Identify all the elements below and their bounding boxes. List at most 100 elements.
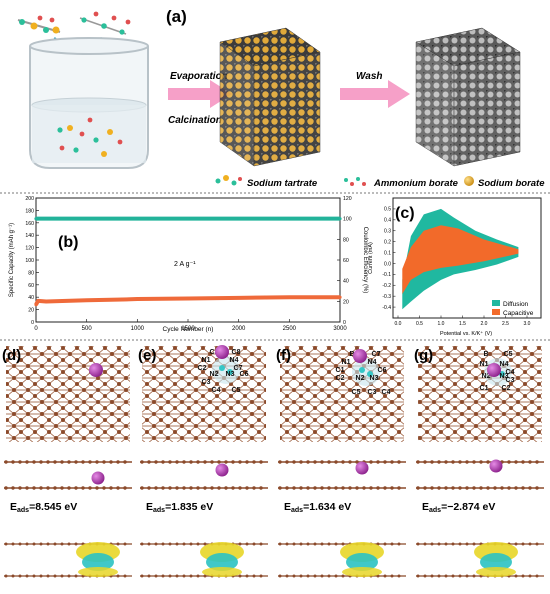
carbon-atom-icon: [95, 486, 99, 490]
atom-label: C2: [336, 375, 345, 382]
carbon-atom-icon: [341, 542, 345, 546]
panel-c-xlabel: Potential vs. K/K⁺ (V): [440, 330, 492, 337]
atom-label: C5: [352, 389, 361, 396]
carbon-atom-icon: [196, 486, 200, 490]
carbon-atom-icon: [390, 542, 394, 546]
carbon-atom-icon: [60, 574, 64, 578]
efficiency-point: [237, 217, 241, 221]
carbon-atom-icon: [383, 542, 387, 546]
y-right-tick-label: 120: [343, 196, 352, 202]
carbon-atom-icon: [535, 460, 539, 464]
carbon-atom-icon: [161, 574, 165, 578]
carbon-atom-icon: [53, 460, 57, 464]
carbon-atom-icon: [285, 460, 289, 464]
atom-label: C2: [502, 385, 511, 392]
panel-c-label: (c): [395, 205, 415, 222]
carbon-atom-icon: [88, 486, 92, 490]
carbon-atom-icon: [397, 460, 401, 464]
carbon-atom-icon: [154, 542, 158, 546]
carbon-atom-icon: [285, 542, 289, 546]
adsorption-energy: Eads=1.634 eV: [284, 501, 351, 514]
carbon-atom-icon: [472, 574, 476, 578]
adsorption-energy: Eads=−2.874 eV: [422, 501, 495, 514]
legend-diffusion: Diffusion: [503, 301, 529, 308]
atom-label: N2: [210, 371, 219, 378]
potassium-atom-icon: [89, 363, 103, 377]
carbon-atom-icon: [327, 460, 331, 464]
carbon-atom-icon: [53, 542, 57, 546]
carbon-atom-icon: [514, 486, 518, 490]
potassium-atom-icon: [487, 363, 501, 377]
carbon-atom-icon: [182, 574, 186, 578]
carbon-atom-icon: [423, 574, 427, 578]
panel-label: (e): [138, 347, 156, 364]
atom-label: C5: [232, 387, 241, 394]
graphene-top-view: [142, 346, 266, 442]
carbon-atom-icon: [147, 574, 151, 578]
atom-label: N1: [480, 361, 489, 368]
atom-label: C6: [378, 367, 387, 374]
carbon-atom-icon: [140, 542, 144, 546]
carbon-atom-icon: [521, 574, 525, 578]
carbon-atom-icon: [355, 460, 359, 464]
charge-depletion: [206, 553, 238, 571]
carbon-atom-icon: [306, 460, 310, 464]
carbon-atom-icon: [46, 542, 50, 546]
carbon-atom-icon: [451, 542, 455, 546]
charge-depletion: [346, 553, 378, 571]
carbon-atom-icon: [416, 542, 420, 546]
carbon-atom-icon: [465, 542, 469, 546]
atom-label: N1: [202, 357, 211, 364]
carbon-atom-icon: [507, 460, 511, 464]
carbon-atom-icon: [278, 574, 282, 578]
carbon-atom-icon: [39, 460, 43, 464]
x-tick-label: 1000: [131, 326, 145, 332]
atom-label: C3: [368, 389, 377, 396]
carbon-atom-icon: [369, 460, 373, 464]
carbon-atom-icon: [362, 486, 366, 490]
y-tick-label: -0.2: [382, 283, 391, 289]
carbon-atom-icon: [238, 542, 242, 546]
step1-top-label: Evaporation: [170, 71, 228, 82]
carbon-atom-icon: [465, 486, 469, 490]
carbon-atom-icon: [479, 460, 483, 464]
carbon-atom-icon: [299, 486, 303, 490]
y-right-tick-label: 60: [343, 258, 349, 264]
graphene-top-view: [418, 346, 542, 442]
carbon-atom-icon: [81, 486, 85, 490]
carbon-atom-icon: [18, 460, 22, 464]
charge-depletion: [82, 553, 114, 571]
carbon-atom-icon: [278, 460, 282, 464]
panel-c-frame: [392, 197, 542, 319]
carbon-atom-icon: [109, 460, 113, 464]
carbon-atom-icon: [465, 574, 469, 578]
carbon-atom-icon: [472, 486, 476, 490]
atom-label: C8: [232, 349, 241, 356]
efficiency-point: [85, 217, 89, 221]
carbon-atom-icon: [189, 460, 193, 464]
atom-label: N4: [500, 361, 509, 368]
carbon-atom-icon: [252, 542, 256, 546]
process-arrow-2: [340, 80, 410, 108]
carbon-atom-icon: [67, 460, 71, 464]
carbon-atom-icon: [259, 486, 263, 490]
carbon-atom-icon: [397, 542, 401, 546]
carbon-atom-icon: [60, 460, 64, 464]
y-tick-label: 0.4: [384, 218, 391, 224]
ammonium-borate-icon: [344, 177, 366, 186]
carbon-atom-icon: [39, 542, 43, 546]
carbon-atom-icon: [46, 486, 50, 490]
carbon-atom-icon: [217, 486, 221, 490]
sodium-borate-icon: [464, 176, 474, 186]
efficiency-point: [287, 217, 291, 221]
carbon-atom-icon: [203, 460, 207, 464]
carbon-atom-icon: [369, 486, 373, 490]
carbon-atom-icon: [196, 574, 200, 578]
panel-b-ylabel-right: Coulombic Efficiency (%): [362, 227, 368, 294]
carbon-atom-icon: [4, 486, 8, 490]
atom-label: C6: [240, 371, 249, 378]
x-tick-label: 0.5: [416, 321, 423, 327]
carbon-atom-icon: [299, 542, 303, 546]
carbon-atom-icon: [397, 574, 401, 578]
